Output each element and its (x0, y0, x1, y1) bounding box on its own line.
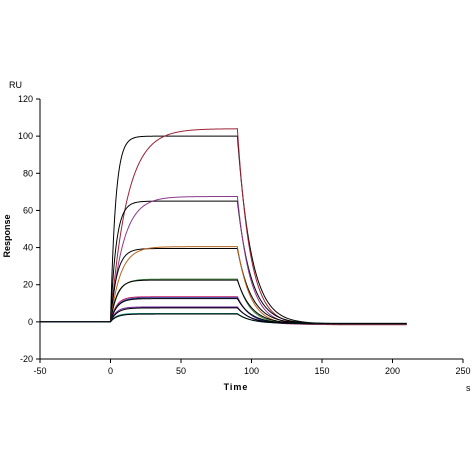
y-tick-label: 60 (23, 205, 33, 215)
response-curve (40, 278, 407, 325)
x-tick-label: -50 (33, 366, 46, 376)
y-tick-label: -20 (20, 354, 33, 364)
y-tick-label: 80 (23, 168, 33, 178)
fit-curve (40, 248, 407, 325)
fit-curve (40, 298, 407, 325)
response-curve (40, 297, 407, 325)
y-tick-label: 100 (18, 131, 33, 141)
y-tick-label: 20 (23, 280, 33, 290)
x-tick-label: 150 (314, 366, 329, 376)
y-unit-label: RU (9, 80, 22, 90)
response-curve (40, 246, 407, 326)
x-tick-label: 50 (176, 366, 186, 376)
y-tick-label: 120 (18, 94, 33, 104)
x-tick-label: 100 (244, 366, 259, 376)
fit-curve (40, 307, 407, 325)
response-curve (40, 128, 407, 326)
axis-ticks (36, 98, 464, 363)
response-curve (40, 196, 407, 326)
x-tick-label: 250 (455, 366, 470, 376)
fit-curve (40, 200, 407, 325)
response-curve (40, 306, 407, 325)
x-tick-label: 200 (385, 366, 400, 376)
response-curve (40, 296, 407, 325)
axis-tick-labels: -50 0 50 100 150 200 250 -20 0 20 40 60 80 100 120 (18, 94, 471, 376)
y-tick-label: 40 (23, 243, 33, 253)
y-axis-title: Response (2, 214, 12, 257)
x-unit-label: s (466, 383, 471, 393)
fit-curve (40, 279, 407, 325)
fit-curve (40, 135, 407, 325)
x-axis-title: Time (224, 382, 249, 392)
y-tick-label: 0 (28, 317, 33, 327)
fit-curve (40, 313, 407, 324)
sensorgram-curves (40, 128, 407, 326)
x-tick-label: 0 (108, 366, 113, 376)
